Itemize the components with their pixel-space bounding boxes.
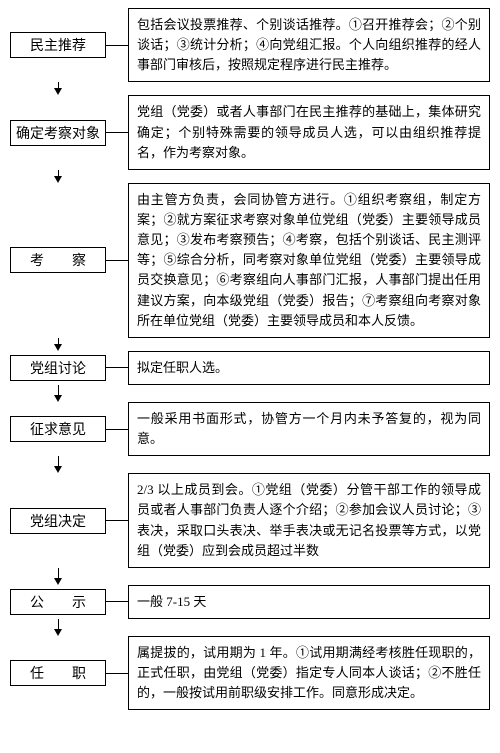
desc-box: 属提拔的，试用期为 1 年。①试用期满经考核胜任现职的，正式任职，由党组（党委）… — [128, 636, 490, 710]
flow-row: 公 示一般 7-15 天 — [10, 585, 490, 619]
desc-box: 2/3 以上成员到会。①党组（党委）分管干部工作的领导成员或者人事部门负责人逐个… — [128, 473, 490, 568]
h-connector — [106, 673, 128, 674]
step-box: 确定考察对象 — [10, 120, 106, 146]
desc-box: 拟定任职人选。 — [128, 351, 490, 385]
h-connector — [106, 520, 128, 521]
h-connector — [106, 367, 128, 368]
h-connector — [106, 260, 128, 261]
flow-row: 任 职属提拔的，试用期为 1 年。①试用期满经考核胜任现职的，正式任职，由党组（… — [10, 636, 490, 710]
arrow-down-icon — [54, 578, 62, 585]
flow-row: 党组讨论拟定任职人选。 — [10, 351, 490, 385]
arrow-down-icon — [54, 466, 62, 473]
h-connector — [106, 601, 128, 602]
arrow-down-icon — [54, 629, 62, 636]
h-connector — [106, 429, 128, 430]
arrow-down-icon — [54, 88, 62, 95]
desc-box: 党组（党委）或者人事部门在民主推荐的基础上，集体研究确定；个别特殊需要的领导成员… — [128, 95, 490, 169]
h-connector — [106, 45, 128, 46]
flow-row: 确定考察对象党组（党委）或者人事部门在民主推荐的基础上，集体研究确定；个别特殊需… — [10, 95, 490, 169]
step-box: 任 职 — [10, 660, 106, 686]
arrow-down-icon — [54, 176, 62, 183]
flow-row: 党组决定 2/3 以上成员到会。①党组（党委）分管干部工作的领导成员或者人事部门负… — [10, 473, 490, 568]
desc-box: 一般 7-15 天 — [128, 585, 490, 619]
step-box: 征求意见 — [10, 416, 106, 442]
flow-row: 征求意见一般采用书面形式，协管方一个月内未予答复的，视为同意。 — [10, 402, 490, 456]
flow-row: 民主推荐包括会议投票推荐、个别谈话推荐。①召开推荐会；②个别谈话；③统计分析；④… — [10, 8, 490, 82]
h-connector — [106, 132, 128, 133]
step-box: 公 示 — [10, 589, 106, 615]
desc-box: 由主管方负责，会同协管方进行。①组织考察组，制定方案；②就方案征求考察对象单位党… — [128, 183, 490, 338]
step-box: 党组决定 — [10, 508, 106, 534]
desc-box: 包括会议投票推荐、个别谈话推荐。①召开推荐会；②个别谈话；③统计分析；④向党组汇… — [128, 8, 490, 82]
arrow-down-icon — [54, 395, 62, 402]
step-box: 考 察 — [10, 247, 106, 273]
desc-box: 一般采用书面形式，协管方一个月内未予答复的，视为同意。 — [128, 402, 490, 456]
step-box: 民主推荐 — [10, 32, 106, 58]
step-box: 党组讨论 — [10, 355, 106, 381]
arrow-down-icon — [54, 344, 62, 351]
flow-row: 考 察由主管方负责，会同协管方进行。①组织考察组，制定方案；②就方案征求考察对象… — [10, 183, 490, 338]
